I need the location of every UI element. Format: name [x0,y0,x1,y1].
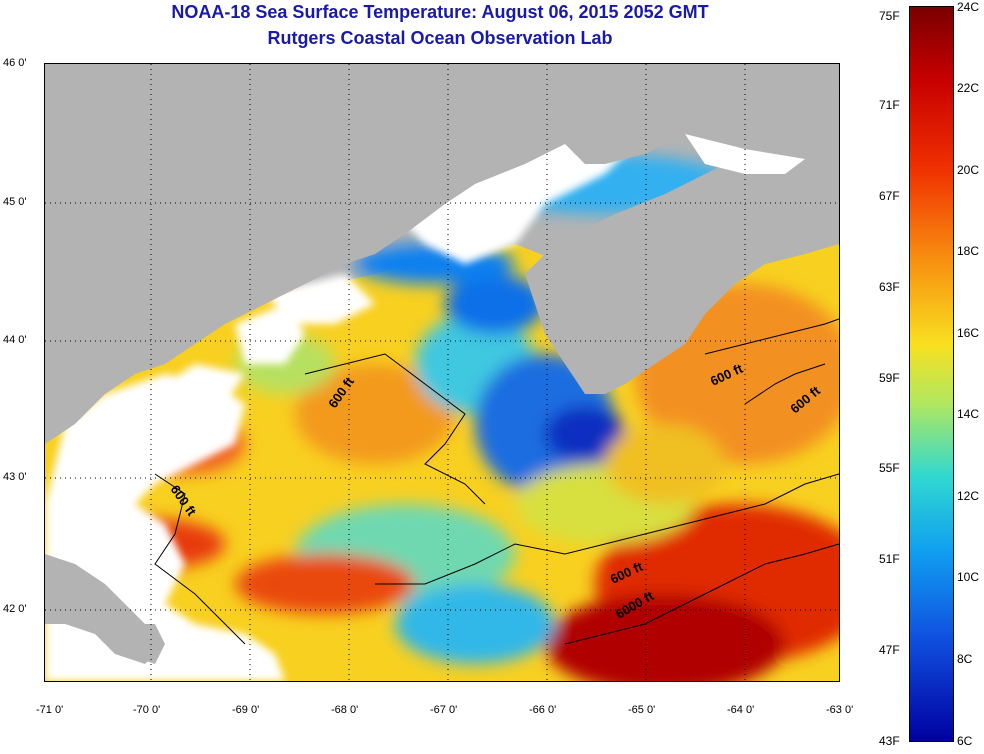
colorbar-f-47: 47F [879,643,900,657]
lat-label-46: 46 0' [3,57,27,69]
colorbar-c-22: 22C [957,81,980,95]
colorbar-c-20: 20C [957,163,980,177]
colorbar-c-18: 18C [957,244,980,258]
colorbar-f-51: 51F [879,552,900,566]
colorbar-c-10: 10C [957,570,980,584]
land-mass [45,64,839,664]
lat-label-42: 42 0' [3,603,27,615]
lon-label-68: -68 0' [331,704,359,716]
lon-label-67: -67 0' [430,704,458,716]
lon-label-69: -69 0' [232,704,260,716]
colorbar-f-71: 71F [879,98,900,112]
lon-label-63: -63 0' [826,704,854,716]
lon-label-64: -64 0' [727,704,755,716]
colorbar-f-67: 67F [879,189,900,203]
colorbar-c-16: 16C [957,326,980,340]
colorbar-c-6: 6C [957,734,973,748]
map-subtitle: Rutgers Coastal Ocean Observation Lab [267,28,613,48]
lon-label-70: -70 0' [133,704,161,716]
colorbar-f-59: 59F [879,371,900,385]
lat-label-43: 43 0' [3,471,27,483]
colorbar-f-55: 55F [879,461,900,475]
lon-label-65: -65 0' [628,704,656,716]
sst-map-canvas: 600 ft 600 ft 600 ft 600 ft 600 ft 6000 … [45,64,839,681]
lat-label-44: 44 0' [3,334,27,346]
colorbar-c-8: 8C [957,652,973,666]
colorbar-c-12: 12C [957,489,980,503]
colorbar-f-43: 43F [879,734,900,748]
lat-label-45: 45 0' [3,196,27,208]
sst-colorbar [909,6,954,742]
lon-label-66: -66 0' [529,704,557,716]
colorbar-f-75: 75F [879,9,900,23]
colorbar-c-14: 14C [957,407,980,421]
bathymetry-contours [154,318,839,645]
sst-map: 600 ft 600 ft 600 ft 600 ft 600 ft 6000 … [44,63,840,682]
colorbar-c-24: 24C [957,0,980,14]
colorbar-f-63: 63F [879,280,900,294]
map-title: NOAA-18 Sea Surface Temperature: August … [171,2,709,22]
lon-label-71: -71 0' [36,704,64,716]
